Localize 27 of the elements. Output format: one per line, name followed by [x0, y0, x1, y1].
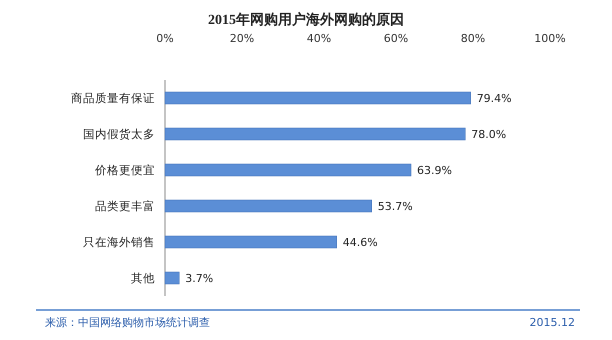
data-label: 44.6%: [342, 236, 378, 249]
data-label: 3.7%: [185, 272, 214, 285]
bar: [164, 236, 337, 248]
y-tick-label: 价格更便宜: [94, 163, 155, 177]
x-tick-label: 0%: [156, 32, 174, 45]
x-tick-label: 20%: [230, 32, 254, 45]
data-label: 79.4%: [476, 92, 512, 105]
bar: [164, 128, 466, 140]
y-tick-label: 国内假货太多: [83, 127, 155, 141]
bar: [164, 200, 372, 212]
x-tick-label: 80%: [460, 32, 486, 45]
x-tick-label: 40%: [306, 32, 332, 45]
chart-title: 2015年网购用户海外网购的原因: [208, 11, 404, 28]
y-tick-label: 其他: [131, 271, 155, 285]
x-tick-label: 60%: [384, 32, 408, 45]
x-tick-label: 100%: [534, 32, 566, 45]
y-tick-label: 品类更丰富: [95, 199, 155, 213]
data-label: 78.0%: [471, 128, 506, 141]
bar: [164, 272, 180, 284]
data-label: 63.9%: [417, 164, 452, 177]
source-note: 来源：中国网络购物市场统计调查: [45, 316, 210, 329]
data-label: 53.7%: [378, 200, 413, 213]
y-tick-label: 商品质量有保证: [71, 91, 155, 105]
y-tick-label: 只在海外销售: [83, 235, 155, 249]
text: 2015.12: [530, 316, 575, 329]
bar: [164, 92, 471, 104]
bar: [164, 164, 412, 176]
